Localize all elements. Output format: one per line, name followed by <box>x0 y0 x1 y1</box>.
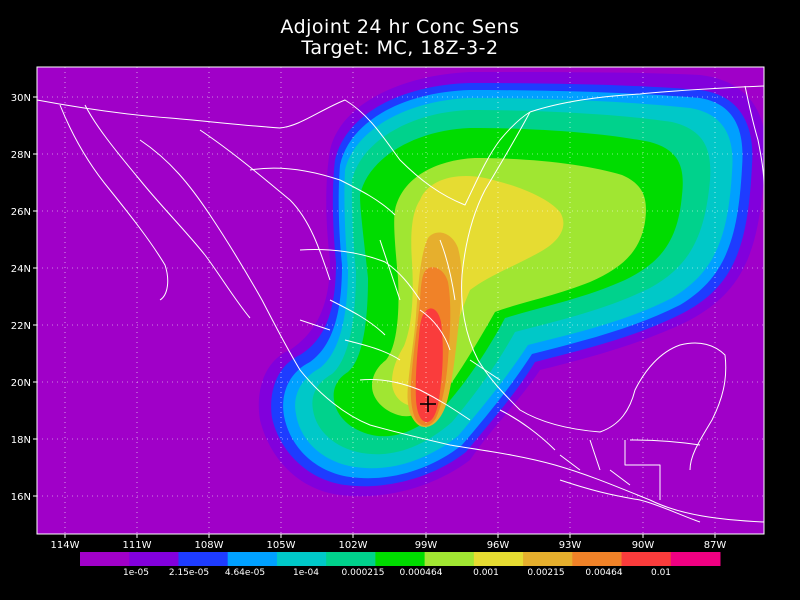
colorbar-label: 0.000215 <box>341 568 385 578</box>
colorbar-swatch <box>424 552 475 566</box>
colorbar-swatch <box>572 552 623 566</box>
contour-band-11 <box>415 308 443 423</box>
lon-tick-label: 96W <box>487 540 510 551</box>
colorbar-swatch <box>129 552 179 566</box>
lon-tick-label: 105W <box>267 540 296 551</box>
colorbar-label: 0.01 <box>650 568 672 578</box>
colorbar-swatch <box>80 552 130 566</box>
lon-tick-label: 108W <box>195 540 224 551</box>
lon-tick-label: 90W <box>632 540 655 551</box>
lat-tick-label: 18N <box>11 435 31 446</box>
lon-tick-label: 87W <box>704 540 727 551</box>
colorbar-swatch <box>523 552 573 566</box>
colorbar-label: 1e-04 <box>293 568 319 578</box>
map-frame <box>36 66 765 535</box>
colorbar-swatch <box>276 552 327 566</box>
colorbar-label: 0.00215 <box>527 568 565 578</box>
map-title: Adjoint 24 hr Conc Sens <box>280 16 520 38</box>
lon-tick-label: 93W <box>559 540 582 551</box>
map-plot-area <box>37 67 764 534</box>
colorbar <box>80 552 721 566</box>
axis-ticks <box>33 96 716 538</box>
colorbar-swatch <box>670 552 721 566</box>
lat-tick-label: 28N <box>11 150 31 161</box>
coastline-borders <box>37 85 764 523</box>
lat-tick-label: 30N <box>11 93 31 104</box>
target-plus-icon <box>420 396 436 412</box>
lat-tick-label: 24N <box>11 264 31 275</box>
lat-tick-label: 22N <box>11 321 31 332</box>
colorbar-swatch <box>375 552 426 566</box>
colorbar-swatch <box>621 552 672 566</box>
lat-tick-label: 26N <box>11 207 31 218</box>
colorbar-label: 0.001 <box>473 568 499 578</box>
colorbar-swatch <box>326 552 376 566</box>
lon-tick-label: 99W <box>415 540 438 551</box>
colorbar-swatch <box>473 552 524 566</box>
colorbar-label: 0.00464 <box>585 568 623 578</box>
lat-lon-grid <box>37 67 764 534</box>
colorbar-label: 0.000464 <box>399 568 443 578</box>
lon-tick-label: 102W <box>339 540 368 551</box>
colorbar-swatch <box>227 552 278 566</box>
lon-tick-label: 114W <box>51 540 80 551</box>
colorbar-swatch <box>178 552 229 566</box>
colorbar-label: 2.15e-05 <box>168 568 210 578</box>
map-subtitle: Target: MC, 18Z-3-2 <box>301 37 499 59</box>
colorbar-label: 1e-05 <box>123 568 149 578</box>
colorbar-label: 4.64e-05 <box>224 568 266 578</box>
lon-tick-label: 111W <box>123 540 152 551</box>
lat-tick-label: 16N <box>11 492 31 503</box>
lat-tick-label: 20N <box>11 378 31 389</box>
